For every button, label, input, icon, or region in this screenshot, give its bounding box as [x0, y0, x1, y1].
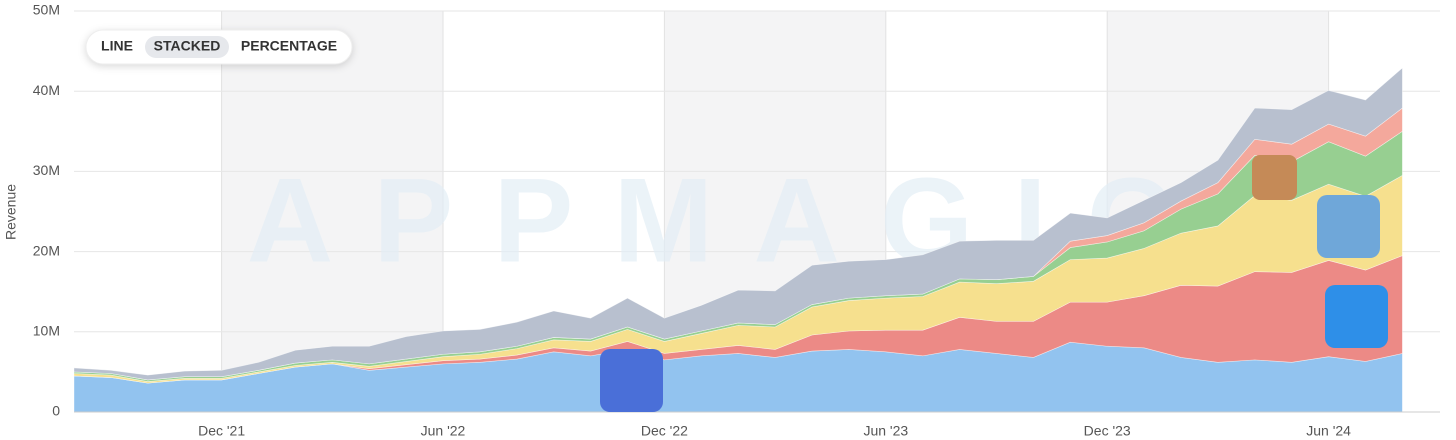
view-option[interactable]: PERCENTAGE — [241, 38, 337, 54]
app-icon[interactable] — [1325, 285, 1388, 348]
y-tick-label: 10M — [33, 323, 60, 339]
active-option-bg — [145, 36, 229, 58]
x-tick-label: Jun '24 — [1306, 423, 1351, 439]
app-icon[interactable] — [600, 349, 663, 412]
x-tick-label: Jun '23 — [863, 423, 908, 439]
y-tick-label: 20M — [33, 242, 60, 258]
y-tick-label: 40M — [33, 82, 60, 98]
x-tick-label: Dec '23 — [1084, 423, 1131, 439]
x-tick-label: Dec '22 — [641, 423, 688, 439]
area — [73, 67, 1403, 381]
plot — [73, 67, 1440, 413]
y-tick-label: 0 — [52, 403, 60, 419]
y-tick-label: 50M — [33, 2, 60, 18]
view-option[interactable]: STACKED — [154, 38, 221, 54]
view-options: LINE STACKED PERCENTAGE — [101, 36, 337, 58]
y-axis-label: Revenue — [3, 184, 19, 240]
x-tick-label: Jun '22 — [421, 423, 466, 439]
app-icon[interactable] — [1252, 155, 1297, 200]
y-tick-label: 30M — [33, 162, 60, 178]
view-option[interactable]: LINE — [101, 38, 133, 54]
app-icon[interactable] — [1317, 195, 1380, 258]
x-tick-label: Dec '21 — [198, 423, 245, 439]
